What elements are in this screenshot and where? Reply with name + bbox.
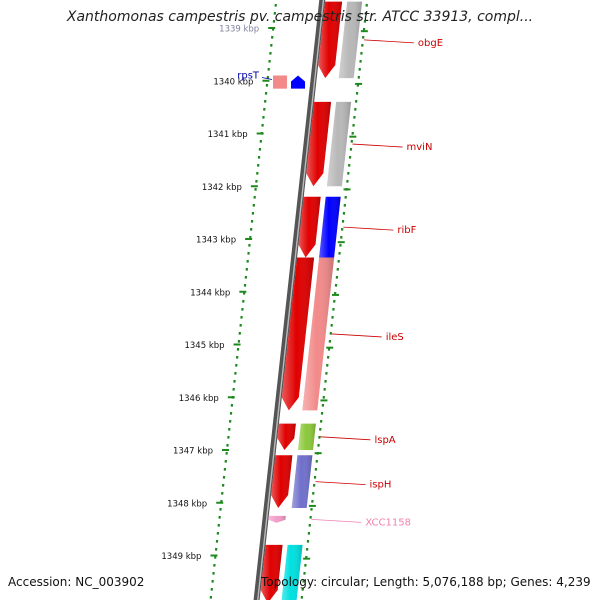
gene-xcc1158[interactable] [268, 515, 286, 523]
gene-label-isph[interactable]: ispH [370, 480, 392, 491]
tick-label-1341: 1341 kbp [208, 130, 248, 140]
leader-isph [315, 481, 366, 486]
gene-iles[interactable] [281, 257, 315, 411]
tick-label-1343: 1343 kbp [196, 236, 236, 246]
gene-ribf-cog-bar [319, 196, 341, 258]
tick-label-1347: 1347 kbp [173, 447, 213, 457]
tick-label-1339: 1339 kbp [219, 25, 259, 35]
tick-label-1340: 1340 kbp [213, 77, 253, 87]
tick-label-1348: 1348 kbp [167, 499, 207, 509]
gene-track [260, 1, 363, 600]
gene-rpst[interactable] [273, 75, 306, 89]
gene-label-lspa[interactable]: lspA [374, 435, 395, 446]
ruler-ticks: 1339 kbp 1340 kbp 1341 kbp 1342 kbp 1343 kbp… [161, 25, 368, 562]
gene-rpst-cog [291, 75, 306, 89]
gene-mvin[interactable] [306, 101, 332, 187]
tick-label-1349: 1349 kbp [161, 552, 201, 562]
gene-obge-cog-bar [338, 1, 363, 79]
gene-lspa-cog-bar [298, 423, 316, 450]
gene-ribf[interactable] [298, 196, 321, 258]
gene-isph-cog-bar [291, 455, 313, 508]
leader-ribf [343, 226, 394, 231]
gene-obge[interactable] [318, 1, 343, 79]
gene-mvin-cog-bar [326, 101, 352, 187]
tick-label-1342: 1342 kbp [202, 183, 242, 193]
gene-label-obge[interactable]: obgE [418, 38, 443, 49]
leader-lspa [320, 436, 371, 441]
backbone-line [253, 0, 326, 600]
map-title: Xanthomonas campestris pv. campestris st… [66, 9, 534, 25]
gene-label-rpst[interactable]: rpsT [237, 70, 260, 81]
leader-iles [331, 333, 382, 338]
leader-obge [363, 39, 414, 44]
tick-label-1346: 1346 kbp [179, 394, 219, 404]
gene-labels: obgE rpsT mviN ribF ileS lspA ispH XCC1158 [237, 38, 443, 528]
backbone-highlight [257, 0, 325, 600]
leader-rpst [261, 77, 273, 80]
backbone [253, 0, 326, 600]
outer-dotted-track [209, 3, 368, 599]
gene-label-mvin[interactable]: mviN [407, 142, 433, 153]
gene-unnamed-8-cog-bar [281, 544, 303, 600]
gene-unnamed-8[interactable] [260, 544, 283, 600]
tick-label-1344: 1344 kbp [190, 288, 230, 298]
accession-text: Accession: NC_003902 [8, 575, 145, 589]
gene-rpst-bar [273, 75, 288, 89]
gene-iles-cog-bar [302, 257, 335, 411]
tick-label-1345: 1345 kbp [184, 341, 224, 351]
topology-summary: Topology: circular; Length: 5,076,188 bp… [261, 575, 591, 589]
gene-label-iles[interactable]: ileS [386, 332, 404, 343]
leader-mvin [352, 143, 403, 148]
gene-isph[interactable] [271, 455, 293, 508]
gene-label-xcc1158[interactable]: XCC1158 [365, 517, 411, 528]
gene-label-ribf[interactable]: ribF [397, 225, 416, 236]
leader-xcc1158 [311, 518, 362, 523]
gene-lspa[interactable] [277, 423, 296, 450]
